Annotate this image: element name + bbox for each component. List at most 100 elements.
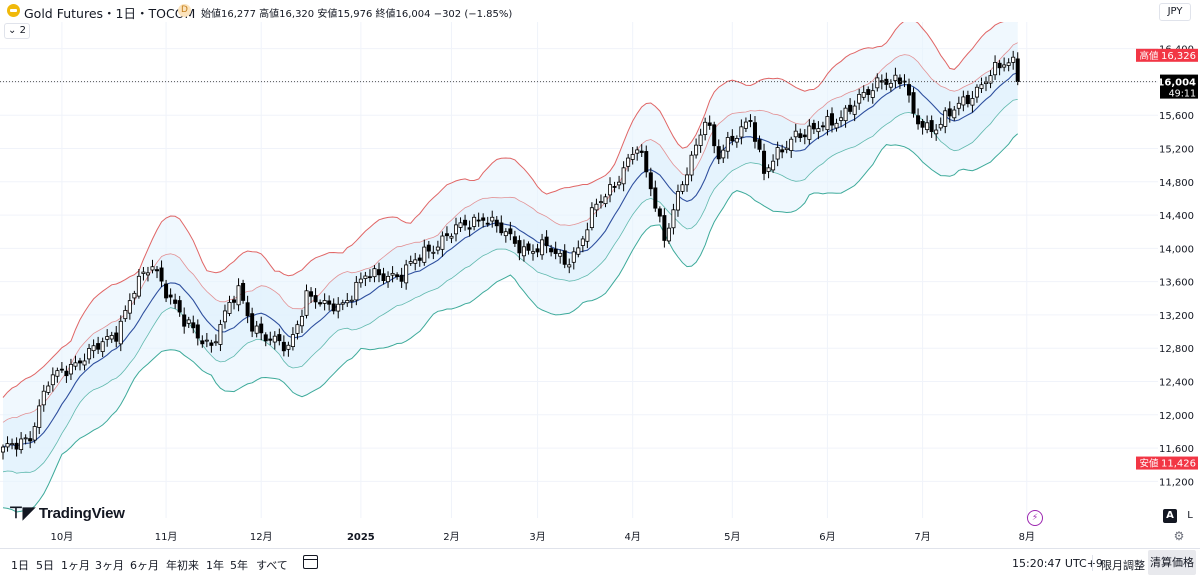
session-high-value-box xyxy=(1162,48,1198,62)
candle xyxy=(290,334,295,347)
candle xyxy=(259,323,264,334)
log-scale-button[interactable]: L xyxy=(1187,510,1193,521)
candle xyxy=(784,147,789,151)
candle xyxy=(852,105,857,115)
candle xyxy=(132,292,137,299)
candle xyxy=(64,370,69,377)
bar-countdown: 49:11 xyxy=(1169,89,1196,100)
candle xyxy=(857,93,862,104)
clock-readout[interactable]: 15:20:47 UTC+9 xyxy=(1012,557,1103,570)
range-all[interactable]: すべて xyxy=(256,559,288,572)
candle xyxy=(549,248,554,253)
indicator-toggle[interactable]: ⌄ 2 xyxy=(4,23,30,39)
candle xyxy=(173,299,178,304)
candle xyxy=(136,275,141,297)
candle xyxy=(531,251,536,254)
symbol-title[interactable]: Gold Futures・1日・TOCOM xyxy=(24,6,196,21)
candle xyxy=(879,80,884,83)
range-ytd[interactable]: 年初来 xyxy=(166,559,199,572)
y-tick-label: 11,200 xyxy=(1159,477,1194,488)
price-chart[interactable]: 11,200 11,600 12,000 12,400 12,800 13,200 13,6… xyxy=(0,22,1200,548)
candle xyxy=(494,219,499,227)
candle xyxy=(938,123,943,129)
candle xyxy=(105,336,110,340)
data-delay-badge[interactable]: D xyxy=(178,4,191,17)
price-change: −302 (−1.85%) xyxy=(433,9,513,20)
lightning-icon[interactable]: ⚡ xyxy=(1027,510,1043,526)
candle xyxy=(358,278,363,284)
candle xyxy=(399,274,404,282)
gold-symbol-icon[interactable] xyxy=(7,4,20,17)
candle xyxy=(884,78,889,85)
range-6m[interactable]: 6ヶ月 xyxy=(130,559,159,572)
auto-scale-button[interactable]: A xyxy=(1163,509,1177,523)
currency-button[interactable]: JPY xyxy=(1159,3,1191,21)
y-tick-label: 13,600 xyxy=(1159,278,1194,289)
calendar-icon[interactable] xyxy=(303,555,318,569)
candle xyxy=(209,342,214,346)
candle xyxy=(526,243,531,251)
candle xyxy=(141,271,146,274)
range-1m[interactable]: 1ヶ月 xyxy=(61,559,90,572)
candle xyxy=(748,120,753,122)
candle xyxy=(703,121,708,135)
candle xyxy=(694,144,699,156)
candle xyxy=(150,266,155,271)
candle xyxy=(988,75,993,84)
contract-adjust-button[interactable]: 限月調整 xyxy=(1101,559,1145,572)
candle xyxy=(798,133,803,138)
candle xyxy=(263,334,268,342)
x-tick-label: 10月 xyxy=(51,531,74,543)
candle xyxy=(603,196,608,205)
candle xyxy=(657,208,662,217)
candle xyxy=(743,121,748,129)
candle xyxy=(68,363,73,375)
candle xyxy=(766,167,771,172)
candle xyxy=(0,446,6,453)
candle xyxy=(91,345,96,352)
candle xyxy=(707,122,712,126)
candle xyxy=(965,94,970,105)
candle xyxy=(712,124,717,147)
y-tick-label: 13,200 xyxy=(1159,311,1194,322)
candle xyxy=(848,104,853,112)
candle xyxy=(440,235,445,250)
candle xyxy=(476,219,481,222)
candle xyxy=(725,137,730,152)
candle xyxy=(426,244,431,252)
candle xyxy=(1006,62,1011,66)
candle xyxy=(304,290,309,316)
candle xyxy=(386,275,391,283)
range-5d[interactable]: 5日 xyxy=(36,559,54,572)
candle xyxy=(680,184,685,192)
candle xyxy=(376,269,381,276)
lower-inner-band-line xyxy=(2,99,1018,474)
candle xyxy=(109,335,114,340)
candle xyxy=(816,128,821,133)
candle xyxy=(286,344,291,350)
settings-gear-icon[interactable]: ⚙ xyxy=(1173,529,1185,543)
candle xyxy=(241,282,246,301)
candle xyxy=(227,301,232,314)
candle xyxy=(19,438,24,451)
candle xyxy=(947,108,952,117)
range-5y[interactable]: 5年 xyxy=(230,559,248,572)
candle xyxy=(472,216,477,227)
candle xyxy=(897,77,902,85)
candle xyxy=(911,92,916,114)
lower-band-line xyxy=(2,133,1019,513)
candle xyxy=(730,135,735,142)
range-1d[interactable]: 1日 xyxy=(11,559,29,572)
candle xyxy=(408,261,413,264)
tradingview-logo-icon: ⊤◤ xyxy=(9,505,35,522)
range-3m[interactable]: 3ヶ月 xyxy=(95,559,124,572)
candle xyxy=(159,267,164,282)
y-tick-label: 15,600 xyxy=(1159,111,1194,122)
tradingview-logo[interactable]: ⊤◤ TradingView xyxy=(9,503,125,523)
range-1y[interactable]: 1年 xyxy=(206,559,224,572)
candle xyxy=(757,139,762,150)
settlement-price-button[interactable]: 清算価格 xyxy=(1148,550,1196,575)
candle xyxy=(685,174,690,186)
candle xyxy=(14,442,19,450)
candle xyxy=(807,125,812,140)
